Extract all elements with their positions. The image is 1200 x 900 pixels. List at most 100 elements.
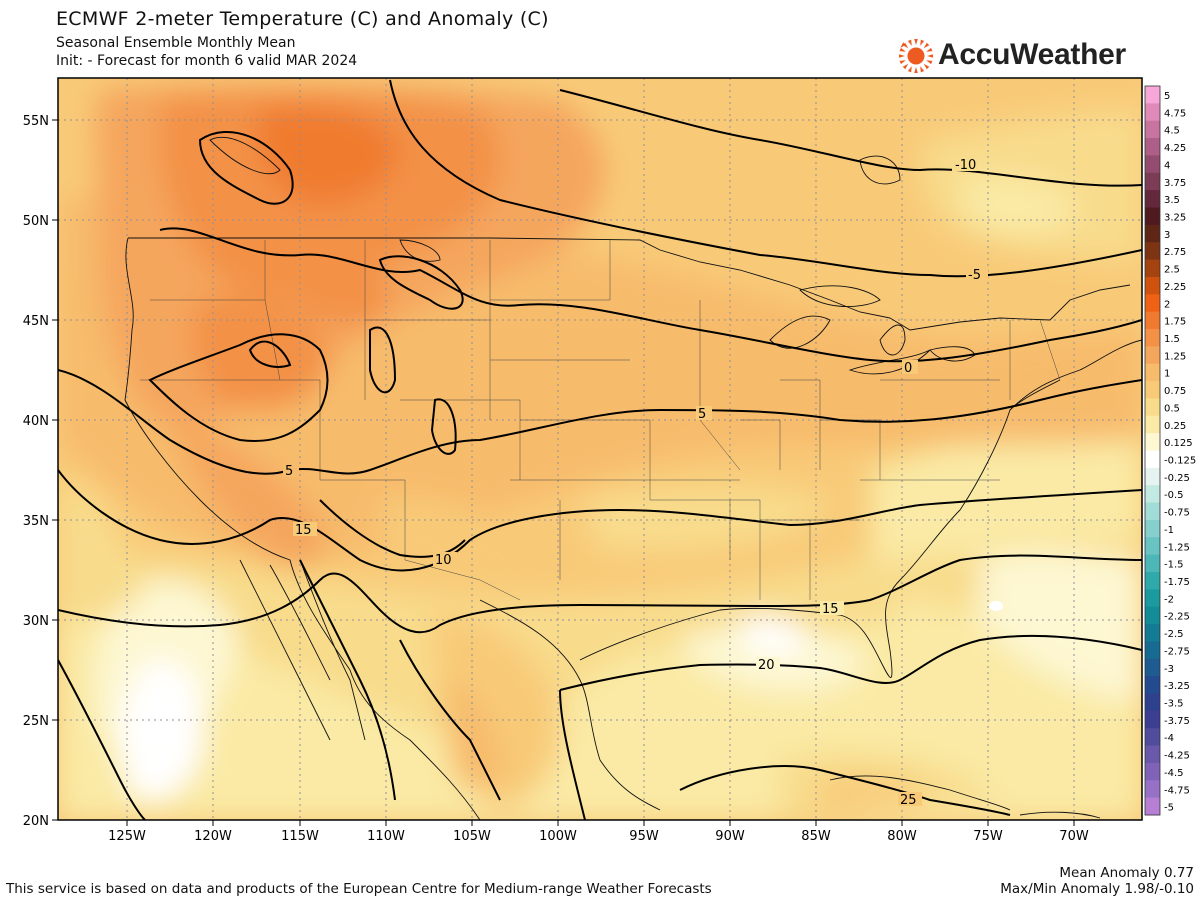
colorbar-label: -4: [1164, 733, 1174, 744]
colorbar-label: 4: [1164, 160, 1170, 171]
colorbar-label: -3: [1164, 664, 1174, 675]
ecmwf-credit: This service is based on data and produc…: [6, 881, 712, 897]
colorbar-swatch: [1145, 242, 1160, 261]
colorbar-label: -2: [1164, 594, 1174, 605]
lon-label: 125W: [108, 829, 146, 844]
lon-label: 85W: [801, 829, 831, 844]
colorbar-swatch: [1145, 693, 1160, 712]
colorbar-label: 1: [1164, 369, 1170, 380]
colorbar-label: 1.25: [1164, 351, 1186, 362]
contour-label: 15: [822, 602, 839, 617]
colorbar-label: -1.25: [1164, 542, 1190, 553]
lat-label: 40N: [23, 414, 49, 429]
colorbar-swatch: [1145, 762, 1160, 781]
lat-label: 30N: [23, 614, 49, 629]
colorbar-label: 1.75: [1164, 317, 1186, 328]
lat-label: 25N: [23, 714, 49, 729]
colorbar-label: 4.5: [1164, 126, 1180, 137]
contour-label: 5: [698, 407, 706, 422]
colorbar-label: -1.75: [1164, 577, 1190, 588]
lon-label: 90W: [715, 829, 745, 844]
colorbar-label: -0.75: [1164, 508, 1190, 519]
colorbar-label: -4.5: [1164, 768, 1184, 779]
colorbar-label: -0.5: [1164, 490, 1184, 501]
colorbar-swatch: [1145, 554, 1160, 573]
colorbar-swatch: [1145, 572, 1160, 590]
colorbar-label: 2.25: [1164, 282, 1186, 293]
colorbar-swatch: [1145, 797, 1160, 816]
lat-label: 45N: [23, 314, 49, 329]
colorbar-swatch: [1145, 155, 1160, 174]
colorbar-swatch: [1145, 120, 1160, 139]
colorbar-label: 3.75: [1164, 178, 1186, 189]
colorbar-label: 2.5: [1164, 265, 1180, 276]
contour-label: -5: [968, 268, 981, 283]
contour-label: 15: [295, 523, 312, 538]
longitude-labels: 125W 120W 115W 110W 105W 100W 95W 90W 85…: [108, 829, 1089, 844]
lon-label: 100W: [539, 829, 577, 844]
colorbar-label: 0.25: [1164, 421, 1186, 432]
colorbar-swatch: [1145, 589, 1160, 608]
colorbar-swatch: [1145, 138, 1160, 156]
contour-label: 20: [758, 658, 775, 673]
map-frame: [57, 77, 1143, 821]
map-subtitle: Seasonal Ensemble Monthly Mean: [56, 35, 296, 51]
colorbar-label: -2.5: [1164, 629, 1184, 640]
lat-label: 50N: [23, 214, 49, 229]
colorbar-swatch: [1145, 502, 1160, 521]
colorbar-swatch: [1145, 519, 1160, 538]
init-forecast-line: Init: - Forecast for month 6 valid MAR 2…: [56, 53, 358, 69]
colorbar-swatch: [1145, 485, 1160, 504]
colorbar-swatch: [1145, 467, 1160, 486]
mean-anomaly: Mean Anomaly 0.77: [1059, 865, 1194, 881]
lat-label: 55N: [23, 114, 49, 129]
colorbar-swatch: [1145, 276, 1160, 295]
lat-label: 35N: [23, 514, 49, 529]
lon-label: 95W: [629, 829, 659, 844]
colorbar-swatch: [1145, 398, 1160, 417]
colorbar-label: 0.75: [1164, 386, 1186, 397]
colorbar-label: 3.5: [1164, 195, 1180, 206]
temperature-contours: [58, 79, 1142, 820]
colorbar-swatch: [1145, 103, 1160, 122]
colorbar-swatch: [1145, 329, 1160, 347]
colorbar-swatch: [1145, 86, 1160, 104]
colorbar-label: -0.25: [1164, 473, 1190, 484]
colorbar-swatch: [1145, 415, 1160, 434]
logo-wordmark: AccuWeather: [938, 38, 1126, 71]
contour-label: 0: [904, 361, 912, 376]
colorbar-swatch: [1145, 676, 1160, 694]
coastlines: [124, 136, 1142, 820]
contour-label: 10: [435, 553, 452, 568]
colorbar-swatch: [1145, 780, 1160, 799]
colorbar-swatch: [1145, 311, 1160, 330]
lon-label: 120W: [194, 829, 232, 844]
colorbar-label: 1.5: [1164, 334, 1180, 345]
colorbar-label: -3.75: [1164, 716, 1190, 727]
colorbar-swatch: [1145, 363, 1160, 382]
colorbar-label: -2.75: [1164, 646, 1190, 657]
latitude-labels: 55N 50N 45N 40N 35N 30N 25N 20N: [23, 114, 49, 829]
colorbar-label: -1: [1164, 525, 1174, 536]
colorbar-swatch: [1145, 346, 1160, 365]
sun-icon: [899, 39, 933, 73]
contour-label: 5: [285, 464, 293, 479]
map-title: ECMWF 2-meter Temperature (C) and Anomal…: [56, 8, 549, 30]
colorbar-label: 0.125: [1164, 438, 1193, 449]
colorbar-swatch: [1145, 728, 1160, 747]
colorbar-label: 2.75: [1164, 247, 1186, 258]
lon-label: 70W: [1059, 829, 1089, 844]
state-borders: [140, 240, 1061, 601]
colorbar-swatch: [1145, 710, 1160, 729]
colorbar-swatch: [1145, 537, 1160, 556]
colorbar-label: -5: [1164, 803, 1174, 814]
colorbar-swatch: [1145, 433, 1160, 451]
lon-label: 110W: [367, 829, 405, 844]
colorbar-label: -2.25: [1164, 612, 1190, 623]
colorbar-swatch: [1145, 606, 1160, 625]
colorbar-swatch: [1145, 294, 1160, 313]
maxmin-anomaly: Max/Min Anomaly 1.98/-0.10: [1000, 881, 1194, 897]
colorbar-label: -0.125: [1164, 456, 1196, 467]
lon-label: 105W: [453, 829, 491, 844]
colorbar-border: [1144, 85, 1161, 816]
